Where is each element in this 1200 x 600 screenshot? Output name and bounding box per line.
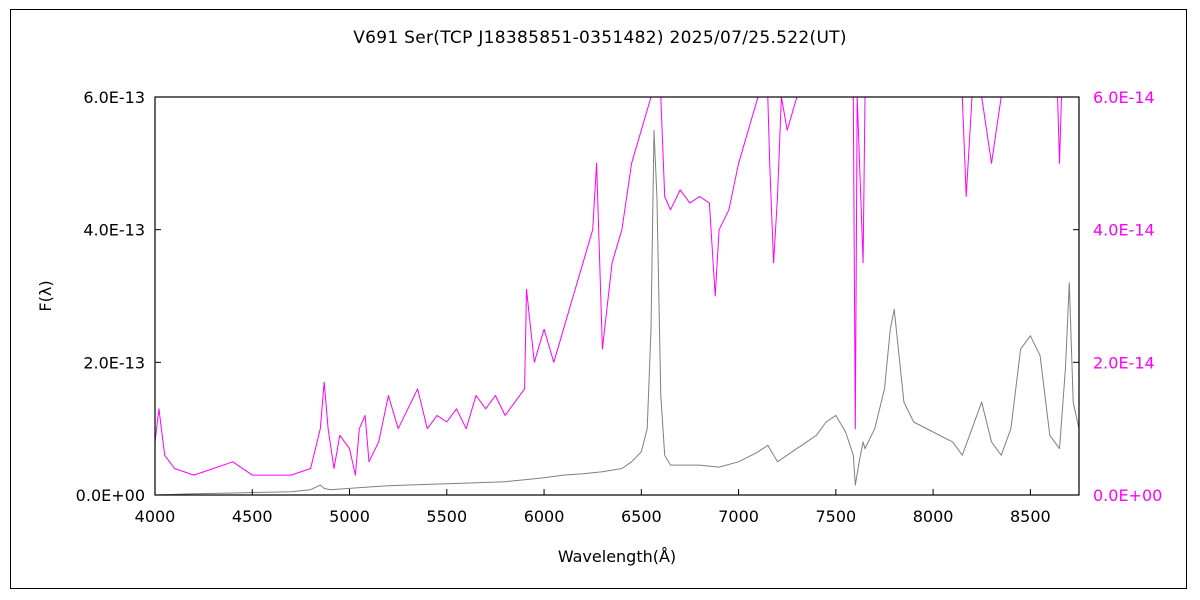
- x-tick-label: 8500: [1010, 507, 1051, 526]
- y-left-tick-label: 2.0E-13: [83, 353, 145, 372]
- y-left-tick-label: 0.0E+00: [76, 486, 145, 505]
- x-tick-label: 8000: [913, 507, 954, 526]
- chart-frame: [10, 9, 1187, 589]
- y-left-tick-label: 6.0E-13: [83, 88, 145, 107]
- plot-area: [154, 96, 1080, 496]
- x-tick-label: 7000: [718, 507, 759, 526]
- y-right-tick-label: 2.0E-14: [1093, 353, 1155, 372]
- x-axis-label: Wavelength(Å): [558, 547, 676, 566]
- y-left-tick-label: 4.0E-13: [83, 221, 145, 240]
- y-right-tick-label: 6.0E-14: [1093, 88, 1155, 107]
- y-axis-label: F(λ): [36, 280, 55, 311]
- x-tick-label: 6000: [524, 507, 565, 526]
- x-tick-label: 5500: [426, 507, 467, 526]
- x-tick-label: 6500: [621, 507, 662, 526]
- series-line-right-axis: [154, 96, 1079, 476]
- x-tick-label: 7500: [815, 507, 856, 526]
- x-tick-label: 4000: [135, 507, 176, 526]
- series-line-left-axis: [154, 129, 1080, 496]
- y-right-tick-label: 0.0E+00: [1093, 486, 1162, 505]
- x-tick-label: 4500: [232, 507, 273, 526]
- x-tick-label: 5000: [329, 507, 370, 526]
- y-right-tick-label: 4.0E-14: [1093, 221, 1155, 240]
- chart-title: V691 Ser(TCP J18385851-0351482) 2025/07/…: [353, 28, 847, 48]
